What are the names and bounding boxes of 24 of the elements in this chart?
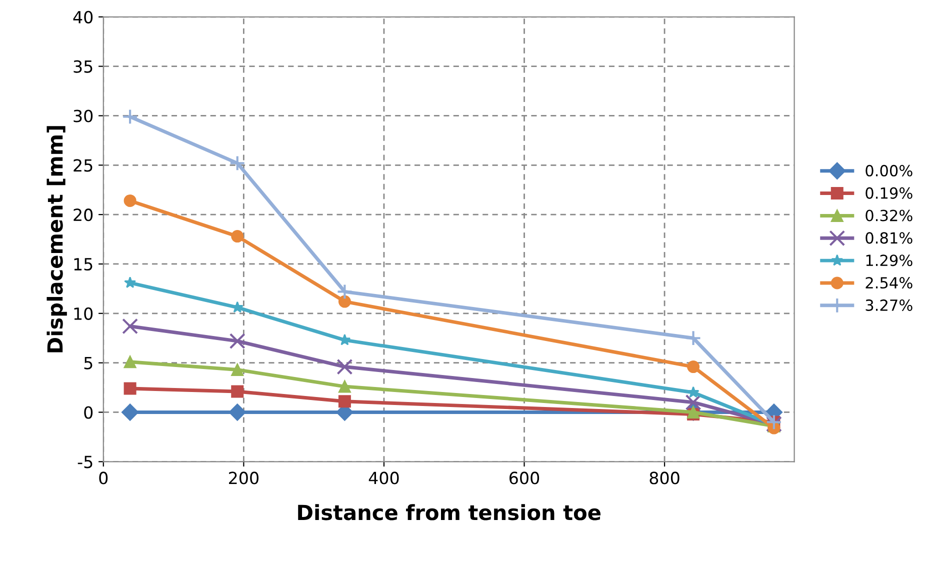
y-tick-label: 25 [74,159,92,172]
y-tick-label: 10 [74,307,93,320]
y-tick-label: 35 [74,60,92,73]
x-tick-label: 800 [650,472,680,484]
x-tick-label: 600 [510,472,540,484]
legend-label: 0.32% [866,210,912,222]
y-tick-label: 40 [73,10,93,24]
legend-label: 0.81% [866,232,912,244]
legend-label: 1.29% [866,254,912,266]
x-axis-title: Distance from tension toe [298,504,600,520]
y-tick-label: 15 [74,258,92,271]
legend-label: 3.27% [866,299,912,311]
y-tick-label: 30 [74,110,93,122]
x-tick-label: 200 [229,472,258,484]
y-tick-label: -5 [78,456,92,468]
x-tick-label: 0 [99,472,108,484]
y-tick-label: 0 [84,406,93,419]
legend-label: 0.00% [866,164,912,176]
y-tick-label: 5 [84,357,92,370]
y-axis-title: Displacement [mm] [46,126,67,352]
legend-label: 2.54% [866,277,912,289]
legend-label: 0.19% [866,187,912,199]
x-tick-label: 400 [368,472,399,484]
y-tick-label: 20 [74,208,93,222]
